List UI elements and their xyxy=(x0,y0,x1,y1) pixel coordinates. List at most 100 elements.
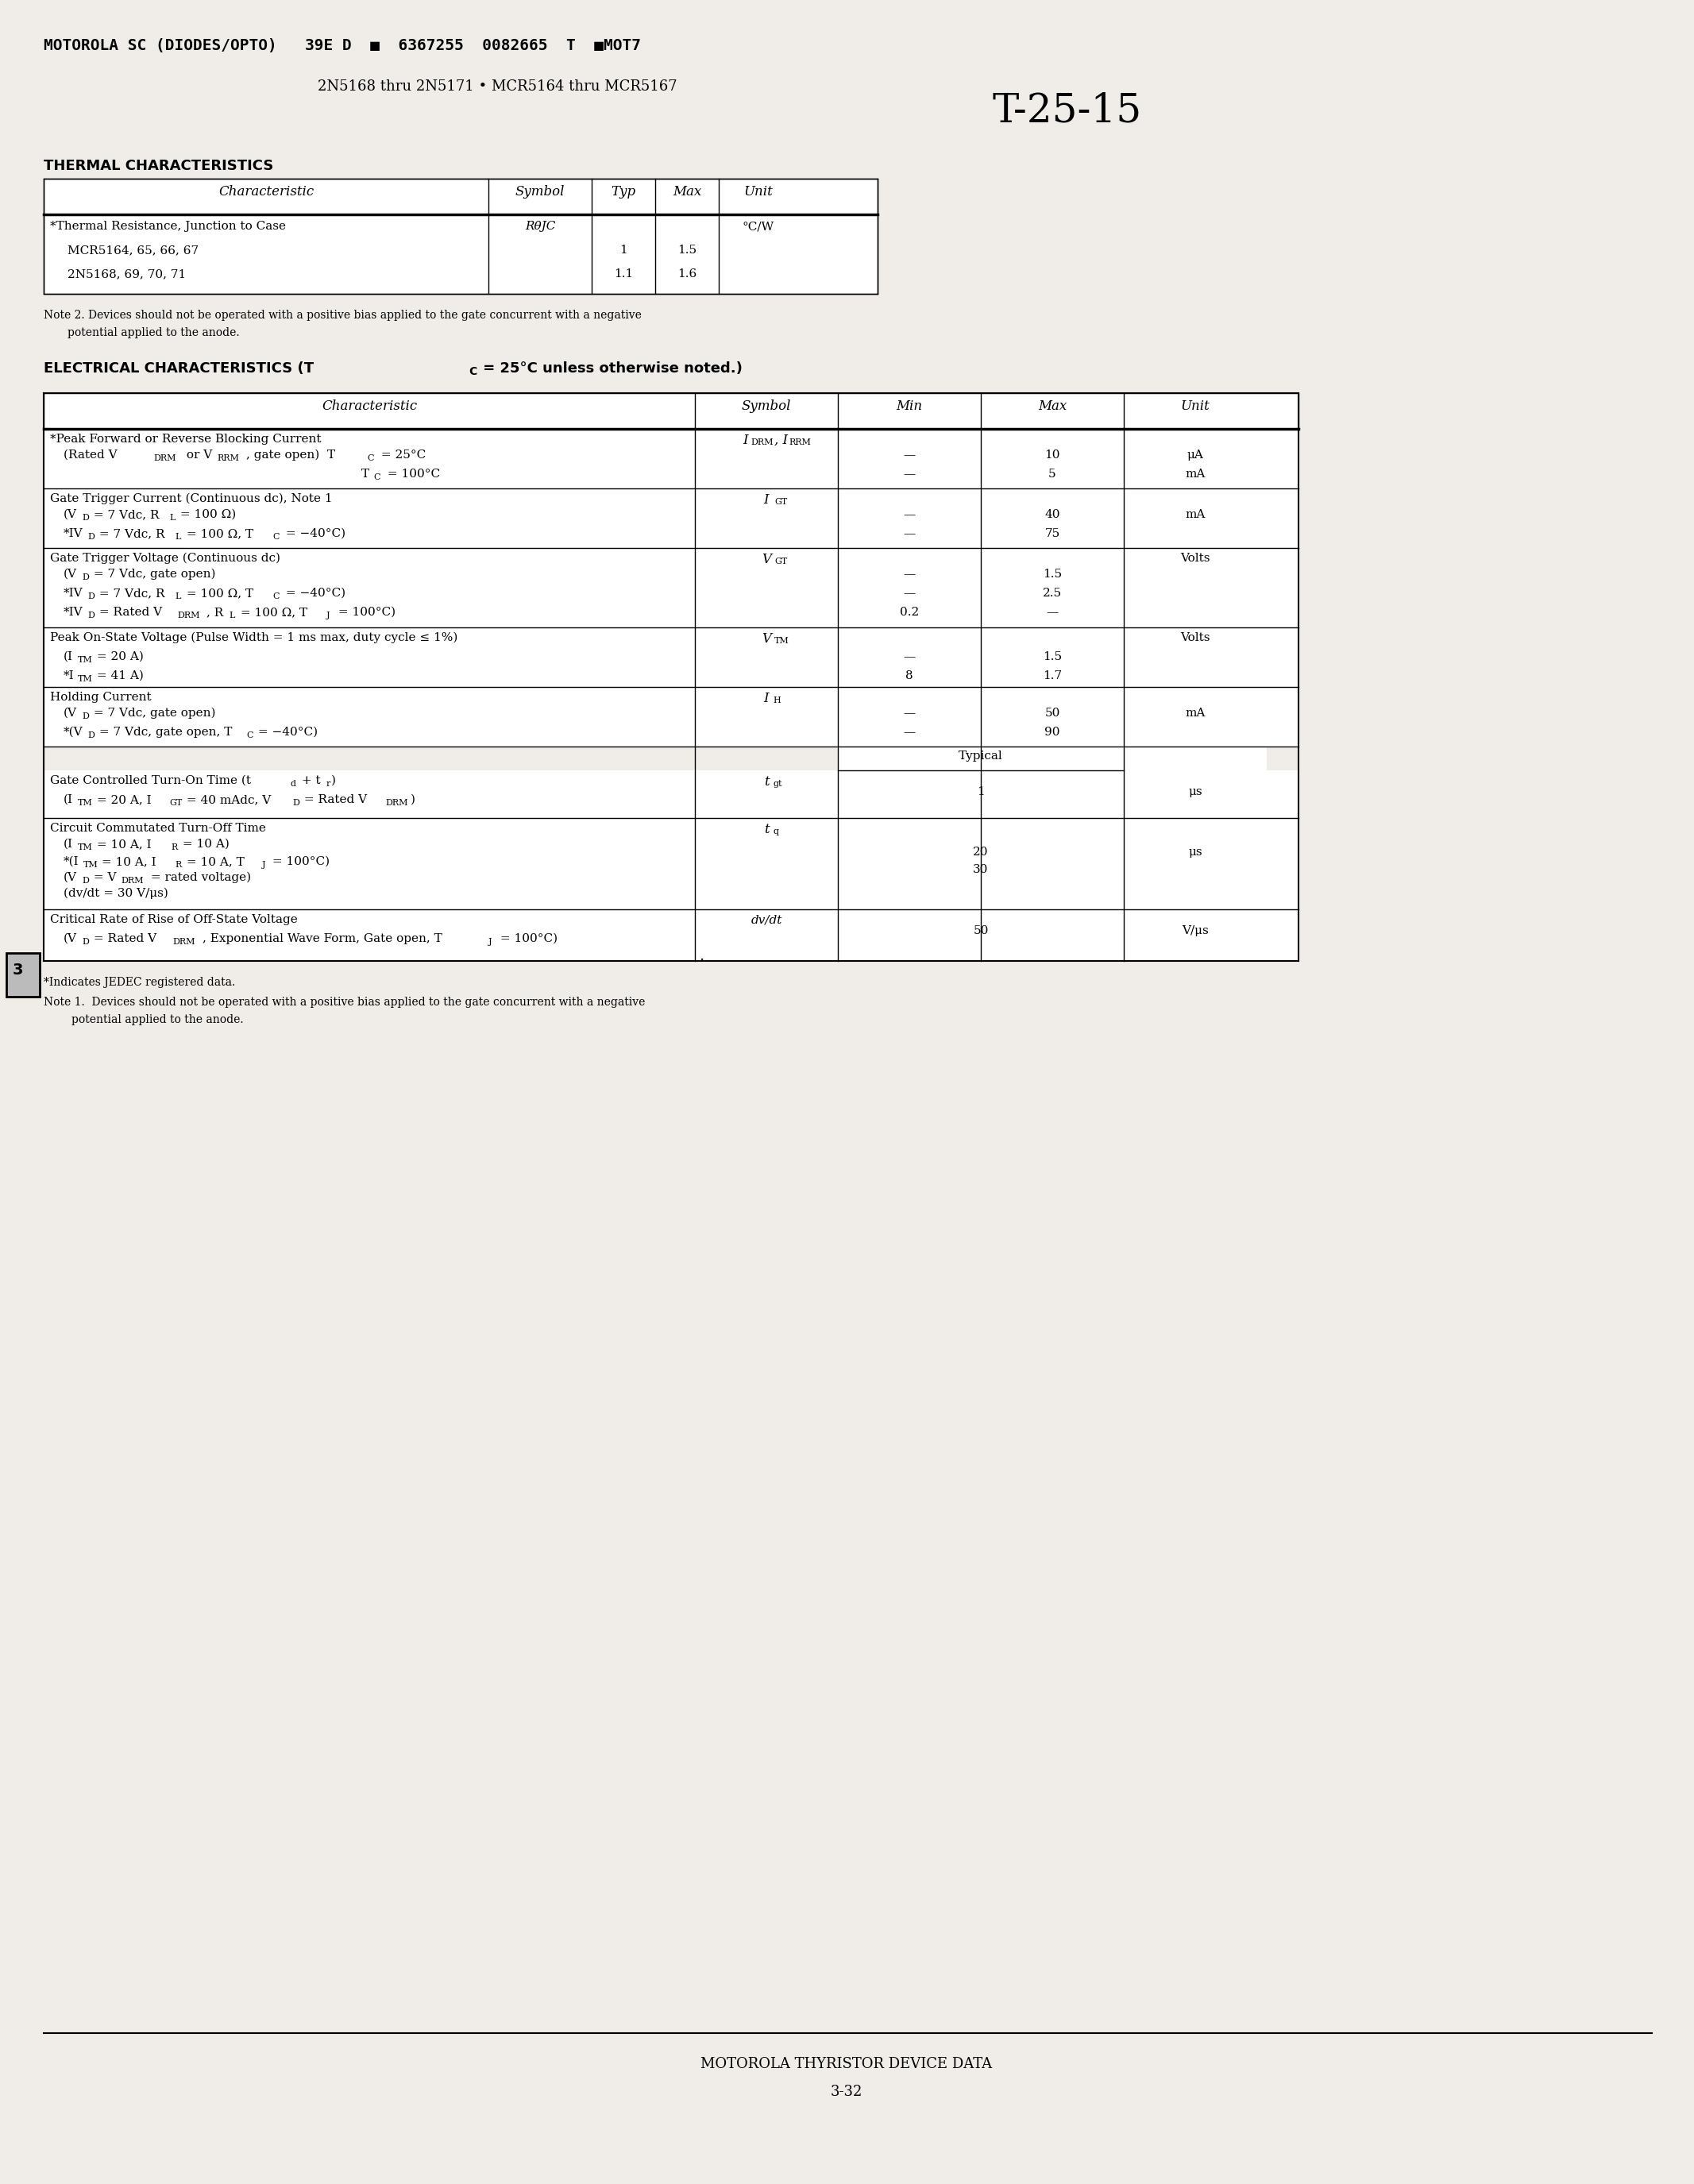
Text: = 10 A): = 10 A) xyxy=(178,839,229,850)
Text: (I: (I xyxy=(64,651,73,662)
Text: RθJC: RθJC xyxy=(525,221,556,232)
Text: *IV: *IV xyxy=(64,587,83,598)
Text: μs: μs xyxy=(1187,786,1203,797)
Text: D: D xyxy=(293,799,300,806)
Text: *Indicates JEDEC registered data.: *Indicates JEDEC registered data. xyxy=(44,976,235,987)
Text: = 10 A, I: = 10 A, I xyxy=(98,856,156,867)
Text: V: V xyxy=(762,553,771,566)
Text: Min: Min xyxy=(896,400,923,413)
Text: Holding Current: Holding Current xyxy=(51,692,151,703)
Text: —: — xyxy=(903,587,915,598)
Text: D: D xyxy=(88,732,95,740)
Text: Typical: Typical xyxy=(959,751,1003,762)
Text: t: t xyxy=(764,823,769,836)
Text: 40: 40 xyxy=(1045,509,1060,520)
Text: = 100°C): = 100°C) xyxy=(496,933,557,943)
Text: DRM: DRM xyxy=(173,937,195,946)
Text: Characteristic: Characteristic xyxy=(219,186,313,199)
Text: 2N5168, 69, 70, 71: 2N5168, 69, 70, 71 xyxy=(68,269,186,280)
Bar xyxy=(44,428,1299,489)
Text: 1.6: 1.6 xyxy=(678,269,696,280)
Text: Max: Max xyxy=(673,186,701,199)
Text: = 25°C unless otherwise noted.): = 25°C unless otherwise noted.) xyxy=(478,360,742,376)
Text: + t: + t xyxy=(298,775,320,786)
Text: Gate Controlled Turn-On Time (t: Gate Controlled Turn-On Time (t xyxy=(51,775,251,786)
Text: (V: (V xyxy=(64,933,76,943)
Text: *Thermal Resistance, Junction to Case: *Thermal Resistance, Junction to Case xyxy=(51,221,286,232)
Text: I: I xyxy=(742,435,747,448)
Bar xyxy=(44,214,877,295)
Text: C: C xyxy=(368,454,374,463)
Text: dv/dt: dv/dt xyxy=(750,915,783,926)
Text: = −40°C): = −40°C) xyxy=(281,529,346,539)
Text: d: d xyxy=(290,780,295,788)
Text: , R: , R xyxy=(207,607,224,618)
Text: Symbol: Symbol xyxy=(515,186,564,199)
Text: Circuit Commutated Turn-Off Time: Circuit Commutated Turn-Off Time xyxy=(51,823,266,834)
Text: (V: (V xyxy=(64,509,76,520)
Text: , Exponential Wave Form, Gate open, T: , Exponential Wave Form, Gate open, T xyxy=(203,933,442,943)
Text: C: C xyxy=(373,474,379,480)
Text: or V: or V xyxy=(183,450,212,461)
Text: D: D xyxy=(88,533,95,542)
Text: = 100 Ω): = 100 Ω) xyxy=(176,509,235,520)
Bar xyxy=(44,688,1299,747)
Text: q: q xyxy=(772,828,778,836)
Text: , I: , I xyxy=(774,435,788,448)
Text: = Rated V: = Rated V xyxy=(90,933,156,943)
Text: Unit: Unit xyxy=(1181,400,1210,413)
Text: = 100 Ω, T: = 100 Ω, T xyxy=(237,607,307,618)
Text: ): ) xyxy=(330,775,335,786)
Text: TM: TM xyxy=(83,860,98,869)
Text: = 100°C): = 100°C) xyxy=(334,607,396,618)
Text: = V: = V xyxy=(90,871,117,882)
Text: TM: TM xyxy=(78,799,93,806)
Text: = 100°C: = 100°C xyxy=(383,470,440,480)
Text: 50: 50 xyxy=(972,926,989,937)
Text: —: — xyxy=(903,470,915,480)
Text: 90: 90 xyxy=(1045,727,1060,738)
Text: 1: 1 xyxy=(620,245,627,256)
Bar xyxy=(44,489,1299,548)
Text: Note 1.  Devices should not be operated with a positive bias applied to the gate: Note 1. Devices should not be operated w… xyxy=(44,996,645,1007)
Text: = 7 Vdc, gate open, T: = 7 Vdc, gate open, T xyxy=(95,727,232,738)
Text: mA: mA xyxy=(1186,708,1206,719)
Text: R: R xyxy=(174,860,181,869)
Text: Max: Max xyxy=(1038,400,1067,413)
Text: TM: TM xyxy=(78,675,93,684)
Text: μA: μA xyxy=(1187,450,1203,461)
Text: D: D xyxy=(81,574,88,581)
Text: DRM: DRM xyxy=(750,439,772,446)
Bar xyxy=(44,771,1299,819)
Text: 1.5: 1.5 xyxy=(1044,568,1062,579)
Text: (dv/dt = 30 V/μs): (dv/dt = 30 V/μs) xyxy=(64,889,168,900)
Text: = Rated V: = Rated V xyxy=(300,795,368,806)
Text: TM: TM xyxy=(78,655,93,664)
Text: = −40°C): = −40°C) xyxy=(281,587,346,598)
Text: = 100°C): = 100°C) xyxy=(268,856,330,867)
Text: C: C xyxy=(246,732,252,740)
Text: = 7 Vdc, R: = 7 Vdc, R xyxy=(90,509,159,520)
Text: L: L xyxy=(174,533,181,542)
Text: V/μs: V/μs xyxy=(1182,926,1208,937)
Bar xyxy=(44,627,1299,688)
Text: J: J xyxy=(327,612,330,620)
Text: = 7 Vdc, R: = 7 Vdc, R xyxy=(95,587,164,598)
Text: TM: TM xyxy=(774,638,789,644)
Text: 8: 8 xyxy=(906,670,913,681)
Text: D: D xyxy=(81,712,88,721)
Text: = −40°C): = −40°C) xyxy=(254,727,318,738)
Text: *Peak Forward or Reverse Blocking Current: *Peak Forward or Reverse Blocking Curren… xyxy=(51,435,322,446)
Text: D: D xyxy=(81,513,88,522)
Text: 1: 1 xyxy=(977,786,984,797)
Text: 10: 10 xyxy=(1045,450,1060,461)
Text: r: r xyxy=(327,780,330,788)
Text: Volts: Volts xyxy=(1181,553,1210,563)
Text: —: — xyxy=(903,727,915,738)
Text: TM: TM xyxy=(78,843,93,852)
Text: mA: mA xyxy=(1186,509,1206,520)
Text: C: C xyxy=(273,533,280,542)
Text: D: D xyxy=(88,612,95,620)
Text: = 41 A): = 41 A) xyxy=(93,670,144,681)
Text: = rated voltage): = rated voltage) xyxy=(147,871,251,885)
